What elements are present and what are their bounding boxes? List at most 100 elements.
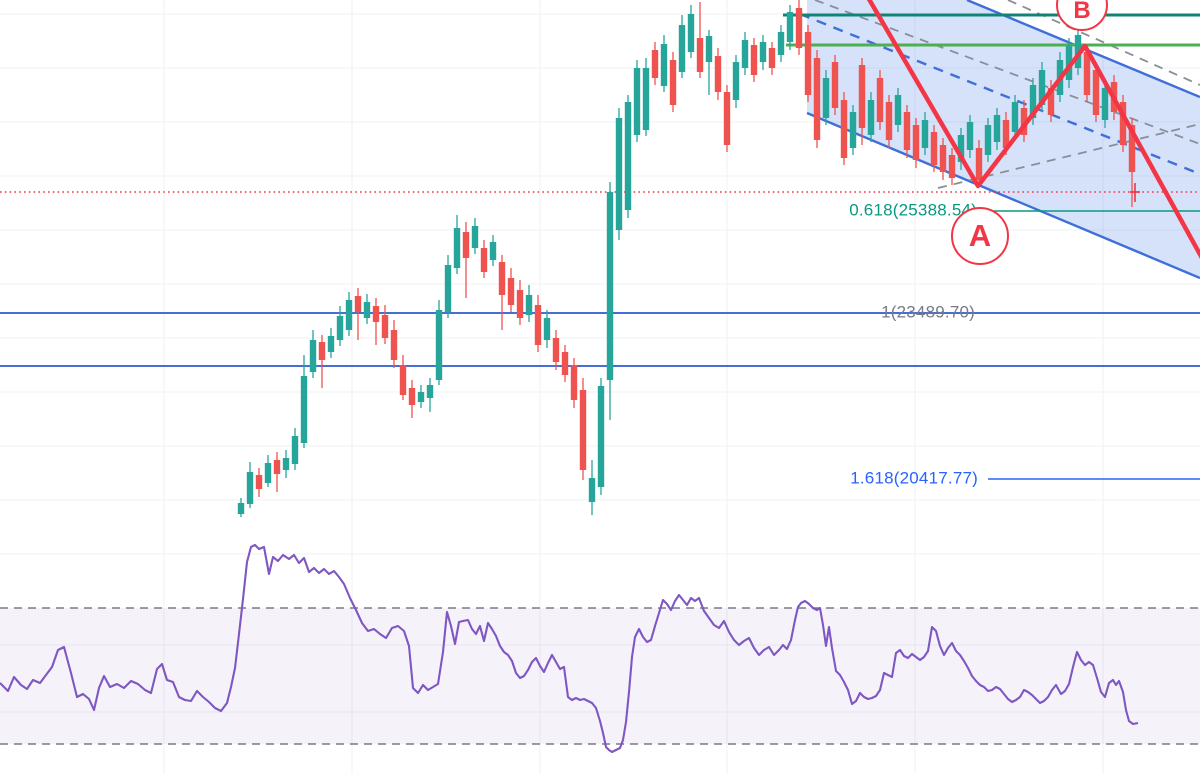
bull-candle <box>453 228 461 268</box>
bear-candle <box>948 155 956 178</box>
bear-candle <box>669 60 677 105</box>
fib-label-0618[interactable]: 0.618(25388.54) <box>849 200 977 220</box>
bear-candle <box>723 92 731 145</box>
bull-candle <box>633 68 641 135</box>
bull-candle <box>1101 88 1109 120</box>
fib-label-1618[interactable]: 1.618(20417.77) <box>850 468 978 488</box>
bull-candle <box>732 62 740 100</box>
bear-candle <box>561 352 569 375</box>
bull-candle <box>300 376 308 443</box>
bull-candle <box>921 120 929 148</box>
bull-candle <box>660 44 668 86</box>
bear-candle <box>939 145 947 172</box>
bull-candle <box>678 25 686 72</box>
bear-candle <box>570 365 578 400</box>
bull-candle <box>291 436 299 464</box>
bull-candle <box>642 68 650 130</box>
bull-candle <box>624 102 632 210</box>
bear-candle <box>1020 108 1028 135</box>
bull-candle <box>606 192 614 380</box>
bull-candle <box>1065 46 1073 80</box>
price-marker <box>1130 183 1140 202</box>
bull-candle <box>363 302 371 318</box>
bull-candle <box>777 32 785 55</box>
bull-candle <box>741 40 749 68</box>
bear-candle <box>930 132 938 165</box>
bear-candle <box>516 290 524 318</box>
bear-candle <box>390 330 398 360</box>
bear-candle <box>714 56 722 92</box>
bull-candle <box>759 42 767 62</box>
bull-candle <box>687 14 695 52</box>
bear-candle <box>651 50 659 78</box>
bull-candle <box>849 112 857 148</box>
bull-candle <box>867 100 875 135</box>
bear-candle <box>255 475 263 489</box>
bull-candle <box>489 242 497 260</box>
gray-dashed-guideline <box>814 0 1200 145</box>
wave-zigzag[interactable] <box>866 0 1200 260</box>
bull-candle <box>894 95 902 125</box>
bull-candle <box>786 12 794 42</box>
bear-candle <box>318 342 326 360</box>
bear-candle <box>768 48 776 68</box>
bear-candle <box>408 388 416 405</box>
bear-candle <box>498 262 506 295</box>
price-lines[interactable] <box>0 13 1200 480</box>
rsi-pane[interactable] <box>0 543 1200 754</box>
bear-candle <box>1092 70 1100 115</box>
bear-candle <box>813 58 821 140</box>
bull-candle <box>345 300 353 330</box>
bull-candle <box>444 265 452 312</box>
bear-candle <box>840 100 848 158</box>
bull-candle <box>435 310 443 380</box>
bear-candle <box>1128 125 1136 172</box>
bear-candle <box>696 38 704 72</box>
bear-candle <box>372 306 380 322</box>
bull-candle <box>309 340 317 372</box>
bear-candle <box>831 62 839 108</box>
bear-candle <box>381 315 389 338</box>
wave-line <box>866 0 1200 260</box>
bear-candle <box>273 460 281 474</box>
wave-label-a[interactable]: A <box>951 207 1009 265</box>
fib-label-1[interactable]: 1(23489.70) <box>881 302 975 322</box>
bull-candle <box>327 336 335 352</box>
bull-candle <box>282 458 290 470</box>
bull-candle <box>597 386 605 487</box>
bull-candle <box>417 392 425 402</box>
bear-candle <box>795 8 803 48</box>
bear-candle <box>534 305 542 345</box>
bull-candle <box>588 478 596 502</box>
bull-candle <box>1038 70 1046 105</box>
bull-candle <box>1029 85 1037 118</box>
bear-candle <box>1083 52 1091 95</box>
bear-candle <box>507 278 515 305</box>
channel-lower-line <box>806 111 1200 280</box>
bull-candle <box>822 78 830 118</box>
bull-candle <box>615 118 623 230</box>
bear-candle <box>750 45 758 75</box>
bull-candle <box>543 318 551 340</box>
wave-label-b-text: B <box>1073 0 1091 24</box>
bull-candle <box>984 125 992 155</box>
bull-candle <box>966 122 974 150</box>
bear-candle <box>804 32 812 95</box>
bull-candle <box>426 385 434 398</box>
bear-candle <box>912 125 920 160</box>
bear-candle <box>552 338 560 362</box>
bear-candle <box>975 148 983 180</box>
bear-candle <box>480 248 488 272</box>
bull-candle <box>246 472 254 504</box>
bull-candle <box>264 463 272 483</box>
bear-candle <box>876 78 884 122</box>
bear-candle <box>1119 102 1127 145</box>
bull-candle <box>237 503 245 514</box>
bear-candle <box>462 232 470 258</box>
bear-candle <box>1002 120 1010 148</box>
bear-candle <box>579 390 587 470</box>
bull-candle <box>1011 102 1019 132</box>
bear-candle <box>399 365 407 395</box>
